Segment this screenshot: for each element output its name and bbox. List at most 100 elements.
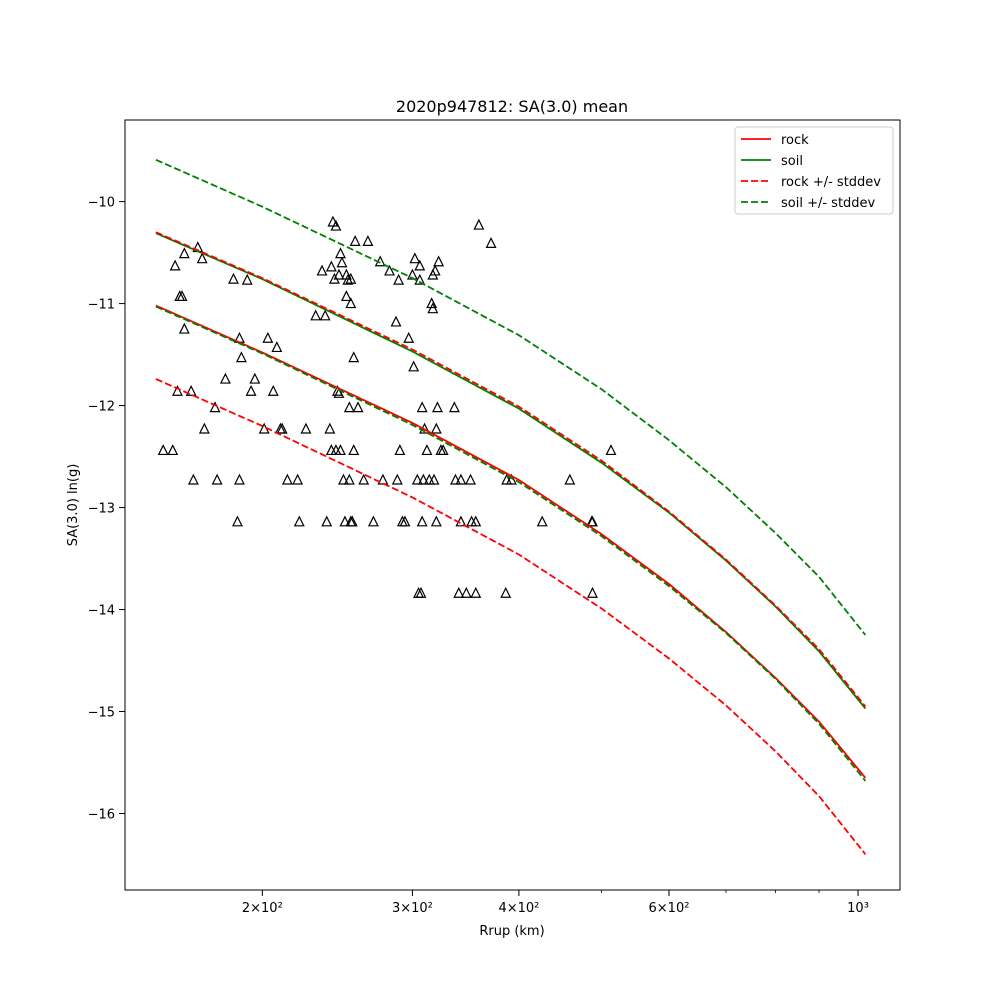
observation-point [391,473,403,485]
observation-point [276,422,288,434]
observation-point [587,586,598,598]
observation-point [319,309,331,321]
observation-point [262,331,274,343]
observation-point [339,515,351,527]
x-tick-label-1: 3×10² [392,901,433,916]
observation-point [448,401,460,413]
observation-point [196,252,208,264]
observation-point [426,297,438,309]
observation-point [473,218,485,230]
observation-point [393,273,405,285]
observation-point [500,586,512,598]
y-axis: −10 −11 −12 −13 −14 −15 −16 [88,196,125,823]
observation-point [157,444,169,456]
legend-frame [734,126,894,215]
y-tick-label-3: −13 [88,502,115,517]
observation-point [211,473,223,485]
observation-point [416,401,428,413]
observation-point [460,586,472,598]
x-tick-label-3: 6×10² [649,901,690,916]
observation-point [178,322,190,334]
observation-point [421,444,433,456]
observation-point [449,473,461,485]
observation-point [348,351,360,363]
observation-point [310,309,322,321]
series-line-2 [155,231,867,707]
series-line-5 [155,305,867,782]
observation-point [428,473,440,485]
observation-point [485,237,497,249]
observation-point [367,515,379,527]
observation-point [233,473,245,485]
observation-point [271,341,283,353]
observation-point [430,422,442,434]
observation-point [169,259,181,271]
observation-point [330,219,342,231]
observation-point [470,586,482,598]
observation-point [178,247,190,259]
observation-point [345,272,357,284]
observation-point [465,473,477,485]
observation-point [219,372,231,384]
legend-label-2: rock +/- stddev [781,175,881,190]
y-tick-label-6: −16 [88,808,115,823]
legend-label-1: soil [781,154,803,169]
series-line-0 [155,304,867,779]
observation-point [408,360,420,372]
observation-point [198,422,210,434]
observation-point [453,586,465,598]
observations-layer [157,215,617,598]
observation-point [414,273,426,285]
legend-label-3: soil +/- stddev [781,196,876,211]
observation-point [245,384,257,396]
observation-point [171,384,183,396]
observation-point [167,444,179,456]
observation-point [231,515,243,527]
observation-point [325,260,337,272]
observation-point [334,247,346,259]
observation-point [430,515,442,527]
observation-point [417,473,429,485]
observation-point [437,444,449,456]
y-tick-label-5: −15 [88,706,115,721]
observation-point [390,315,402,327]
observation-point [352,401,364,413]
observation-point [334,444,346,456]
x-tick-label-2: 4×10² [498,901,539,916]
y-tick-label-1: −11 [88,298,115,313]
observation-point [209,401,221,413]
y-tick-label-4: −14 [88,604,115,619]
observation-point [343,473,355,485]
observation-point [241,273,253,285]
chart-title: 2020p947812: SA(3.0) mean [396,97,628,116]
observation-point [235,351,247,363]
observation-point [349,235,361,246]
observation-point [358,473,370,485]
observation-point [321,515,333,527]
observation-point [409,252,421,264]
observation-point [470,515,482,527]
observation-point [605,444,617,456]
observation-point [333,268,345,280]
observation-point [414,259,426,271]
x-tick-label-4: 10³ [847,901,869,916]
plot-area [124,119,901,891]
observation-point [333,386,345,398]
x-axis: 2×10² 3×10² 4×10² 6×10² 10³ [242,890,869,916]
y-tick-label-0: −10 [88,196,115,211]
observation-point [324,422,336,434]
observation-point [336,256,348,268]
observation-point [228,272,239,284]
observation-point [536,515,548,527]
observation-point [384,264,395,276]
x-tick-label-0: 2×10² [242,901,283,916]
observation-point [415,586,427,598]
observation-point [176,290,188,302]
observation-point [394,444,406,456]
legend-label-0: rock [781,133,809,148]
observation-point [505,473,517,485]
observation-point [249,372,261,384]
observation-point [300,422,312,434]
observation-point [416,515,428,527]
